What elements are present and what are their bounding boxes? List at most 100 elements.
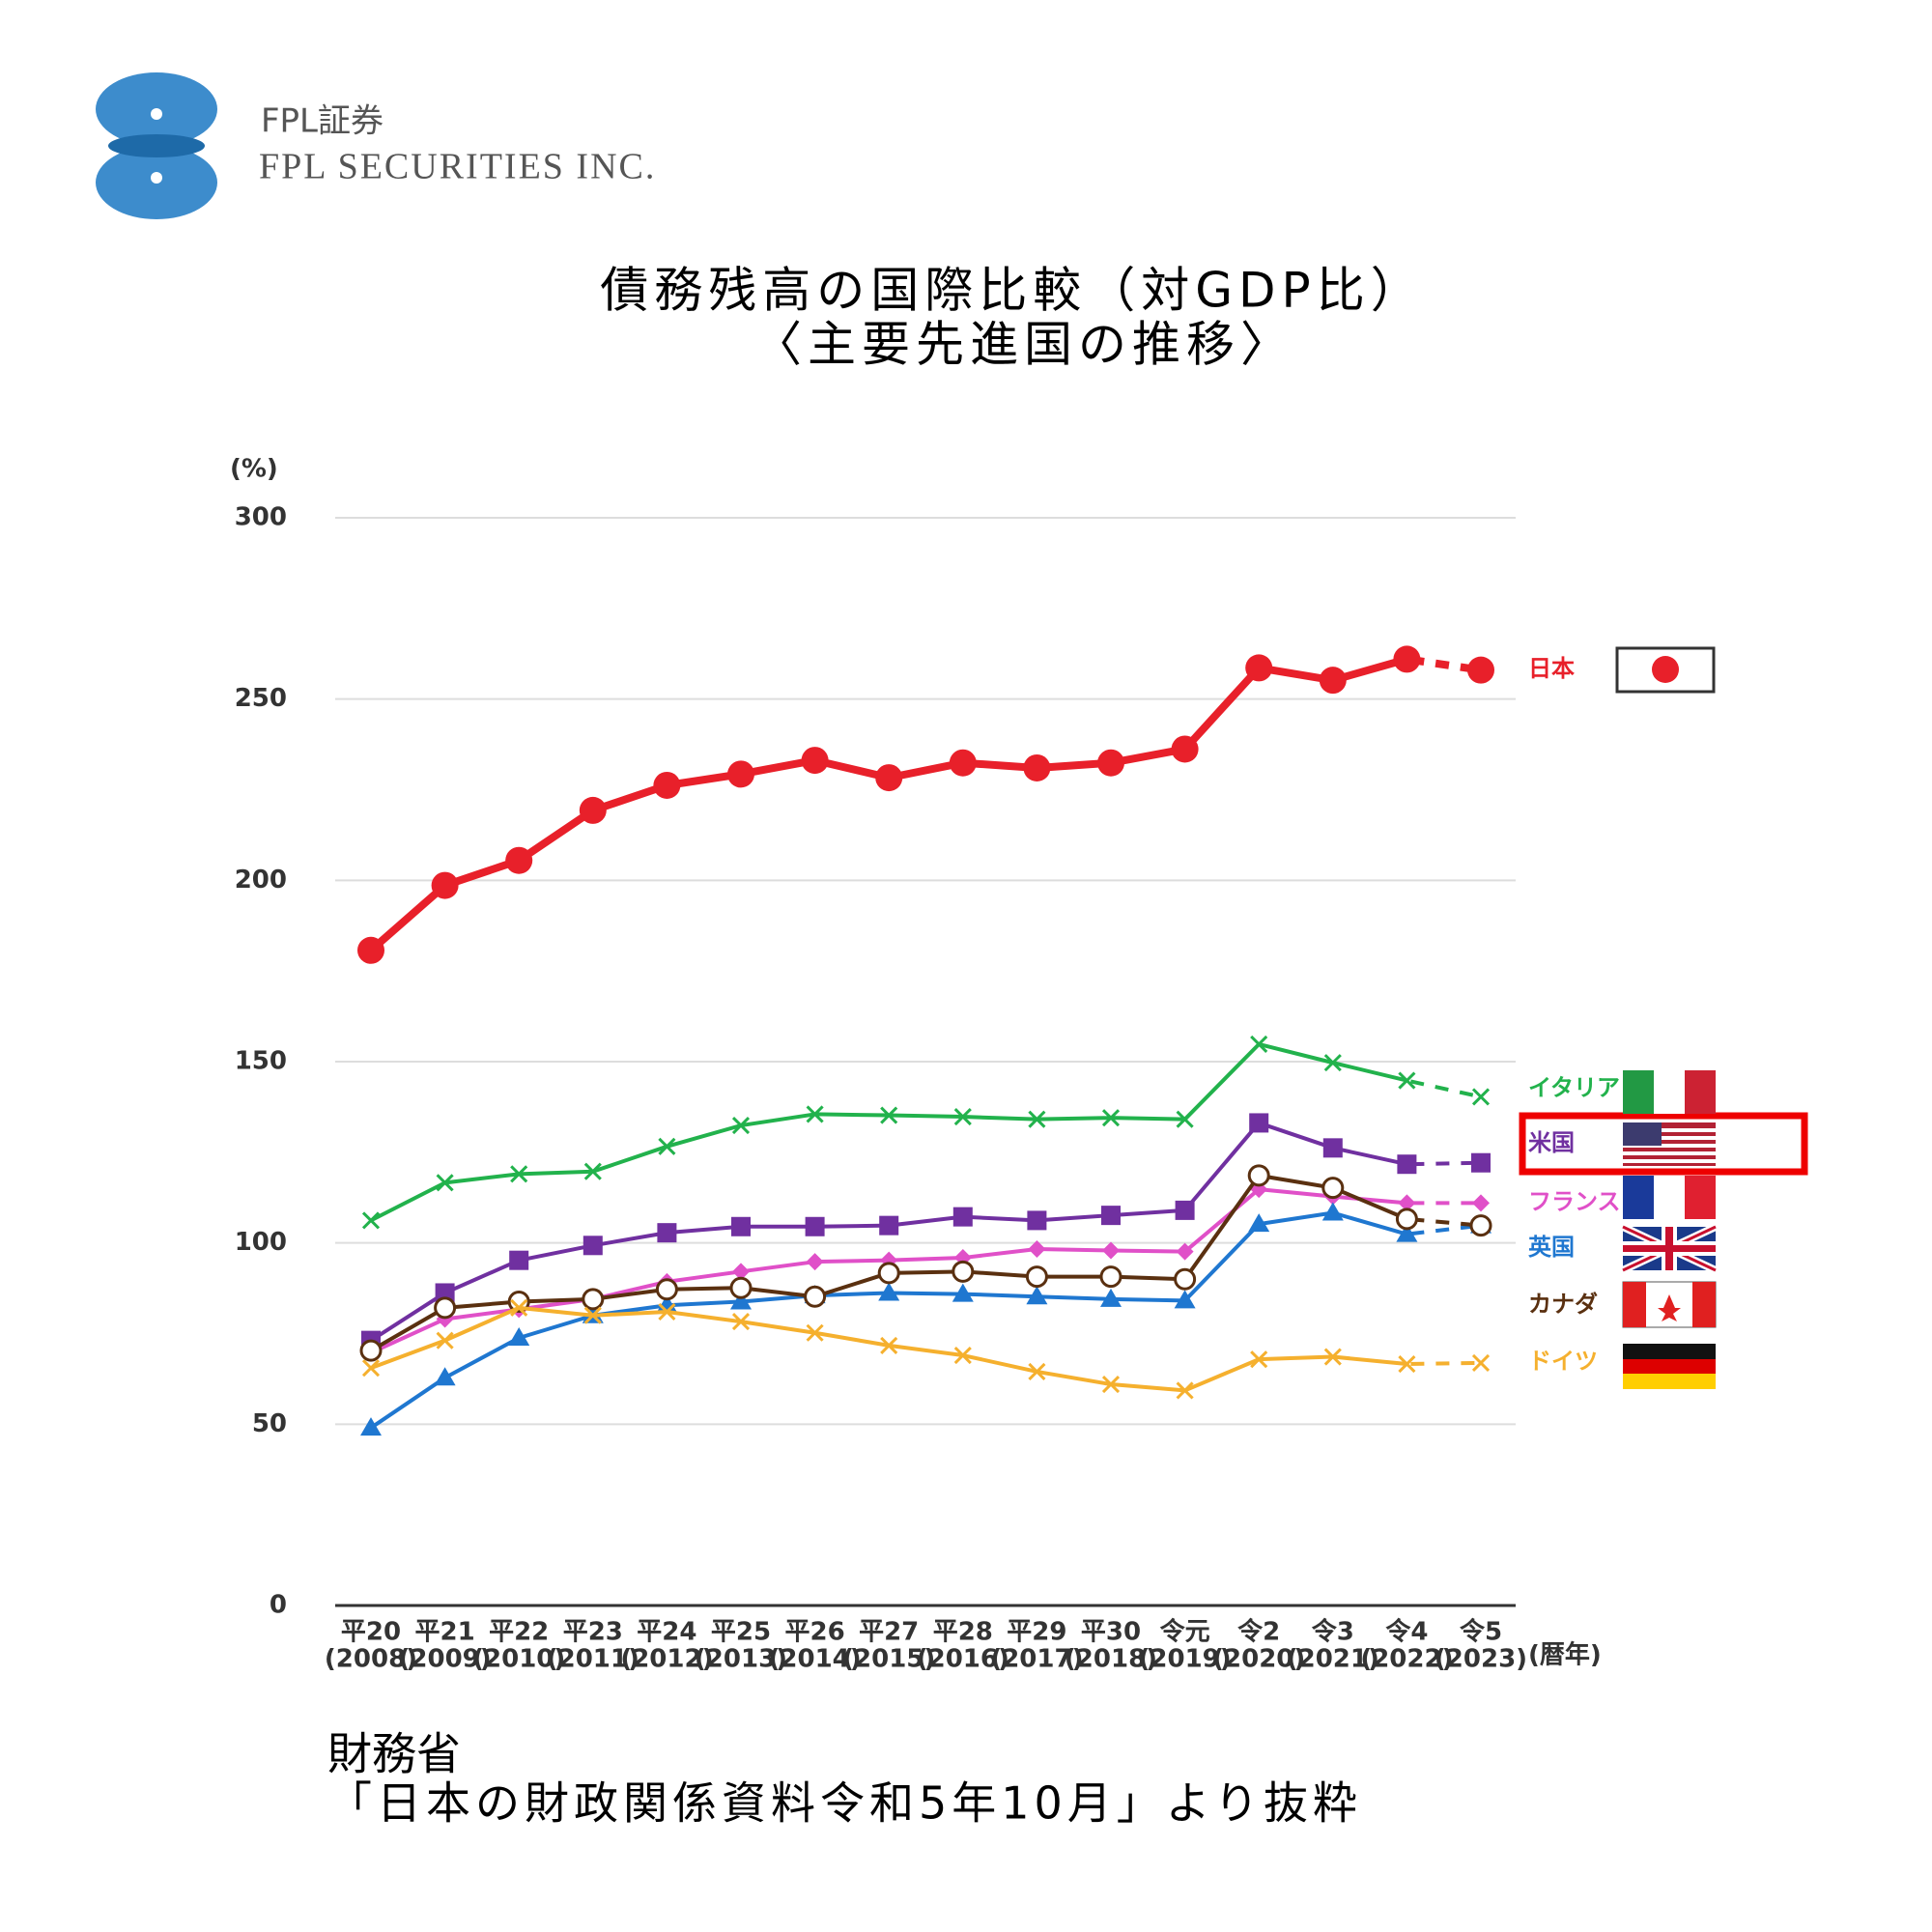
point (806, 1105, 824, 1123)
point (359, 1339, 383, 1362)
point (880, 1336, 898, 1354)
point (434, 1367, 456, 1386)
point (436, 1331, 454, 1350)
point (1321, 1202, 1344, 1221)
flag-germany (1623, 1344, 1716, 1389)
point (658, 1302, 676, 1321)
legend-label: イタリア (1528, 1074, 1620, 1101)
series-line (369, 1173, 1482, 1352)
point (805, 1216, 825, 1236)
legend-label: フランス (1528, 1188, 1621, 1215)
point (1174, 1267, 1197, 1291)
point (1097, 749, 1124, 777)
point (1323, 1348, 1342, 1366)
point (1398, 1194, 1416, 1212)
x-tick-label: 平20 (341, 1618, 401, 1647)
point (1099, 1265, 1122, 1289)
point (1472, 1194, 1490, 1212)
point (952, 1283, 974, 1302)
point (731, 1116, 751, 1135)
x-tick-sublabel: (2018) (1065, 1645, 1157, 1674)
point (434, 1296, 457, 1320)
chart-title: 債務残高の国際比較（対GDP比） (600, 263, 1424, 319)
flag-japan (1652, 656, 1679, 683)
point (801, 747, 829, 775)
x-tick-label: 平25 (711, 1618, 771, 1647)
point (879, 1215, 899, 1236)
point (658, 1137, 676, 1155)
point (1023, 753, 1051, 781)
point (729, 1276, 753, 1299)
point (655, 1278, 678, 1301)
logo-mark (151, 172, 162, 184)
x-tick-label: 平23 (563, 1618, 623, 1647)
x-tick-label: 平26 (785, 1618, 845, 1647)
point (1101, 1375, 1121, 1394)
logo-text: FPL証券 (261, 102, 384, 141)
x-tick-sublabel: (2009) (399, 1645, 492, 1674)
x-tick-sublabel: (2022) (1360, 1645, 1453, 1674)
x-tick-sublabel: (2011) (547, 1645, 639, 1674)
point (435, 1283, 455, 1303)
x-tick-label: 平30 (1081, 1618, 1141, 1647)
y-tick-label: 100 (235, 1228, 287, 1257)
point (583, 1162, 602, 1180)
point (1176, 1110, 1194, 1128)
x-tick-sublabel: (2021) (1287, 1645, 1379, 1674)
point (730, 1291, 752, 1310)
point (1102, 1241, 1120, 1260)
legend-label: カナダ (1528, 1291, 1598, 1318)
point (1469, 1214, 1492, 1237)
point (1100, 1288, 1122, 1307)
point (878, 1282, 900, 1301)
point (1471, 1152, 1491, 1173)
point (731, 1216, 751, 1236)
point (880, 1106, 898, 1124)
point (1471, 1088, 1491, 1106)
legend-label: 米国 (1528, 1129, 1575, 1156)
flags (1615, 646, 1718, 1389)
point (804, 1285, 827, 1308)
series-line (370, 1305, 1482, 1393)
point (1319, 667, 1347, 695)
point (1176, 1381, 1194, 1400)
point (732, 1263, 750, 1281)
x-axis-label: (暦年) (1528, 1640, 1602, 1670)
point (1467, 656, 1494, 684)
x-tick-sublabel: (2019) (1139, 1645, 1232, 1674)
point (1323, 1054, 1342, 1072)
point (361, 1211, 381, 1230)
x-tick-label: 令4 (1385, 1617, 1428, 1647)
point (806, 1323, 824, 1342)
series-line (369, 1210, 1482, 1430)
point (953, 1346, 972, 1365)
point (1028, 1240, 1046, 1259)
logo-mark (108, 134, 205, 157)
source-text: 財務省 (327, 1728, 461, 1780)
x-tick-label: 平21 (415, 1618, 475, 1647)
x-tick-sublabel: (2010) (472, 1645, 565, 1674)
point (875, 764, 903, 792)
point (949, 749, 977, 777)
x-tick-label: 平28 (933, 1618, 993, 1647)
point (508, 1327, 530, 1347)
x-tick-label: 令3 (1312, 1617, 1354, 1647)
y-tick-label: 200 (235, 866, 287, 895)
x-tick-label: 令5 (1460, 1617, 1502, 1647)
point (1248, 1213, 1270, 1233)
point (1026, 1286, 1048, 1305)
point (1249, 1113, 1269, 1133)
x-tick-sublabel: (2013) (695, 1645, 787, 1674)
point (431, 871, 459, 899)
source-text: 「日本の財政関係資料令和5年10月」より抜粋 (327, 1777, 1362, 1830)
y-tick-label: 150 (235, 1047, 287, 1076)
point (579, 796, 607, 824)
point (583, 1306, 602, 1324)
x-tick-sublabel: (2023) (1435, 1645, 1527, 1674)
point (1175, 1200, 1195, 1220)
point (1397, 1154, 1417, 1175)
point (1247, 1164, 1270, 1187)
series-line (370, 1187, 1481, 1355)
point (952, 1207, 973, 1227)
